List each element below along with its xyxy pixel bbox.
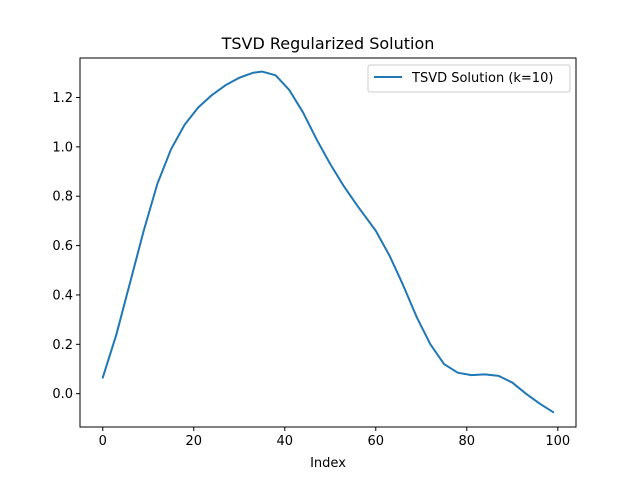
x-tick-label: 100 (545, 434, 570, 449)
x-tick-label: 60 (368, 434, 385, 449)
x-tick-label: 0 (99, 434, 107, 449)
x-tick-label: 20 (185, 434, 202, 449)
y-tick-label: 1.2 (52, 91, 73, 106)
y-tick-label: 0.2 (52, 338, 73, 353)
x-tick-label: 80 (459, 434, 476, 449)
chart-title: TSVD Regularized Solution (221, 34, 435, 53)
plot-area (79, 57, 577, 428)
axes-frame (79, 57, 577, 428)
x-axis-label: Index (310, 456, 346, 471)
x-tick-label: 40 (276, 434, 293, 449)
legend-box (367, 64, 571, 93)
y-tick-label: 0.8 (52, 190, 73, 205)
legend: TSVD Solution (k=10) (367, 64, 571, 93)
y-tick-label: 0.6 (52, 239, 73, 254)
series-line-0 (101, 70, 555, 414)
y-tick-label: 0.0 (52, 387, 73, 402)
y-tick-label: 1.0 (52, 140, 73, 155)
axis-ticks: 0 20 40 60 80 100 0.0 0.2 0.4 0.6 0.8 1.0 1.2 (52, 91, 570, 449)
legend-series-label: TSVD Solution (k=10) (411, 71, 553, 86)
y-tick-label: 0.4 (52, 288, 73, 303)
